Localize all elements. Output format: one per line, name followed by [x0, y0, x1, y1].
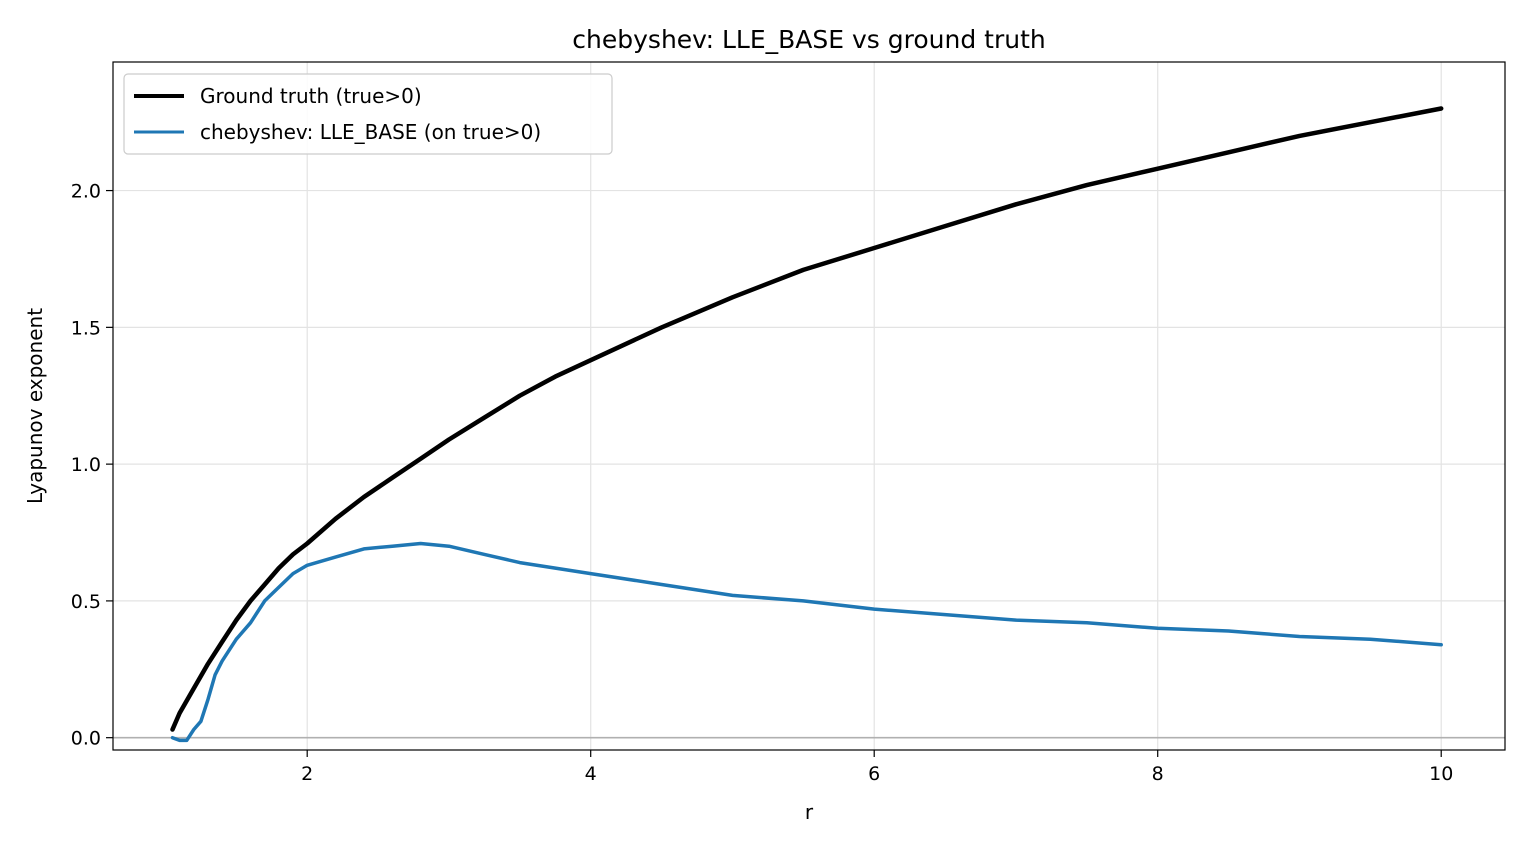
- chart-title: chebyshev: LLE_BASE vs ground truth: [572, 25, 1045, 54]
- y-tick-label: 0.0: [71, 728, 101, 750]
- x-tick-label: 10: [1429, 763, 1453, 785]
- plot-area: [112, 61, 1506, 751]
- series-line-lle-base: [170, 541, 1443, 743]
- x-tick-label: 2: [301, 763, 313, 785]
- y-axis-label: Lyapunov exponent: [23, 308, 47, 504]
- y-axis: 0.0 0.5 1.0 1.5 2.0: [71, 181, 113, 750]
- y-tick-label: 2.0: [71, 181, 101, 203]
- plot-frame: [112, 61, 1506, 751]
- plot-background: [113, 62, 1505, 750]
- x-axis: 2 4 6 8 10: [301, 750, 1453, 785]
- y-tick-label: 1.5: [71, 317, 101, 339]
- legend: Ground truth (true>0) chebyshev: LLE_BAS…: [123, 73, 613, 155]
- x-axis-label: r: [805, 800, 814, 824]
- x-tick-label: 4: [585, 763, 597, 785]
- series-line-ground-truth: [170, 106, 1444, 732]
- y-tick-label: 1.0: [71, 454, 101, 476]
- x-tick-label: 8: [1152, 763, 1164, 785]
- y-tick-label: 0.5: [71, 591, 101, 613]
- legend-label-lle-base: chebyshev: LLE_BASE (on true>0): [200, 120, 541, 144]
- legend-box: [123, 73, 613, 155]
- x-tick-label: 6: [868, 763, 880, 785]
- series-group: [170, 106, 1444, 743]
- legend-label-ground-truth: Ground truth (true>0): [200, 84, 422, 108]
